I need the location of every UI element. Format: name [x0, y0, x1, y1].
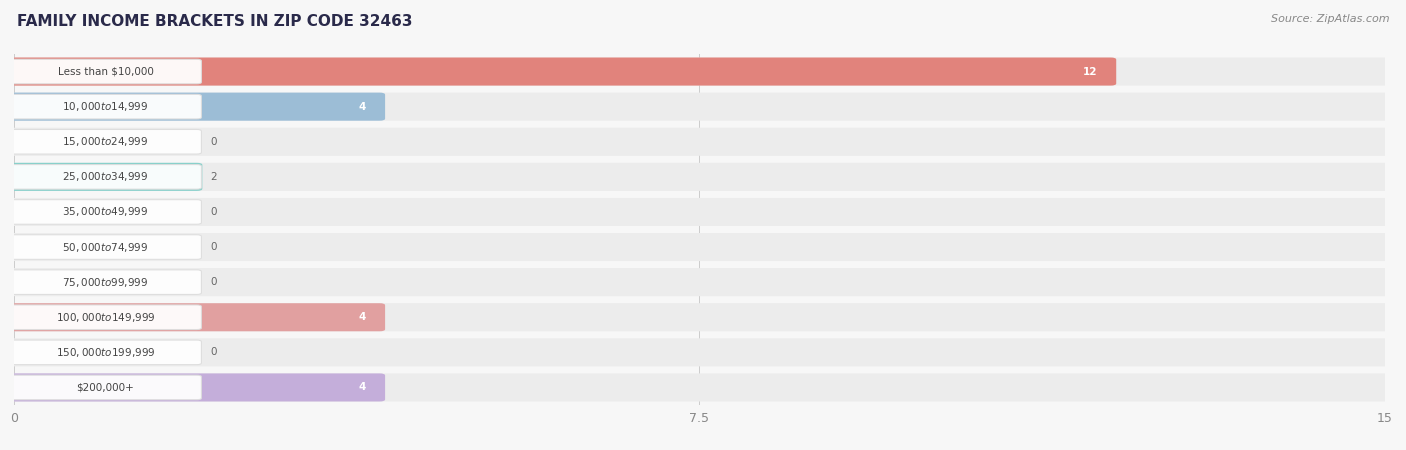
FancyBboxPatch shape — [10, 235, 201, 259]
FancyBboxPatch shape — [8, 303, 1391, 331]
Text: FAMILY INCOME BRACKETS IN ZIP CODE 32463: FAMILY INCOME BRACKETS IN ZIP CODE 32463 — [17, 14, 412, 28]
FancyBboxPatch shape — [8, 198, 1391, 226]
FancyBboxPatch shape — [14, 234, 1385, 260]
Text: $15,000 to $24,999: $15,000 to $24,999 — [62, 135, 149, 148]
FancyBboxPatch shape — [10, 340, 201, 364]
Text: $50,000 to $74,999: $50,000 to $74,999 — [62, 241, 149, 253]
Text: $150,000 to $199,999: $150,000 to $199,999 — [56, 346, 155, 359]
FancyBboxPatch shape — [10, 200, 201, 224]
Text: 2: 2 — [211, 172, 217, 182]
FancyBboxPatch shape — [10, 305, 201, 329]
Text: Source: ZipAtlas.com: Source: ZipAtlas.com — [1271, 14, 1389, 23]
Text: $10,000 to $14,999: $10,000 to $14,999 — [62, 100, 149, 113]
FancyBboxPatch shape — [8, 93, 385, 121]
FancyBboxPatch shape — [14, 304, 1385, 330]
FancyBboxPatch shape — [8, 58, 1391, 86]
FancyBboxPatch shape — [8, 163, 1391, 191]
FancyBboxPatch shape — [8, 163, 202, 191]
FancyBboxPatch shape — [14, 339, 1385, 365]
Text: $75,000 to $99,999: $75,000 to $99,999 — [62, 276, 149, 288]
FancyBboxPatch shape — [14, 199, 1385, 225]
FancyBboxPatch shape — [8, 93, 1391, 121]
Text: 0: 0 — [211, 347, 217, 357]
Text: 0: 0 — [211, 277, 217, 287]
Text: $200,000+: $200,000+ — [76, 382, 135, 392]
FancyBboxPatch shape — [8, 58, 1116, 86]
Text: Less than $10,000: Less than $10,000 — [58, 67, 153, 76]
Text: $35,000 to $49,999: $35,000 to $49,999 — [62, 206, 149, 218]
FancyBboxPatch shape — [8, 338, 1391, 366]
Text: 4: 4 — [359, 312, 366, 322]
FancyBboxPatch shape — [10, 59, 201, 84]
FancyBboxPatch shape — [10, 270, 201, 294]
FancyBboxPatch shape — [8, 233, 1391, 261]
FancyBboxPatch shape — [8, 268, 1391, 296]
FancyBboxPatch shape — [10, 165, 201, 189]
Text: 4: 4 — [359, 102, 366, 112]
FancyBboxPatch shape — [14, 269, 1385, 295]
Text: 0: 0 — [211, 242, 217, 252]
Text: 4: 4 — [359, 382, 366, 392]
FancyBboxPatch shape — [10, 130, 201, 154]
Text: 12: 12 — [1083, 67, 1097, 76]
FancyBboxPatch shape — [10, 94, 201, 119]
FancyBboxPatch shape — [14, 58, 1385, 85]
FancyBboxPatch shape — [8, 374, 385, 401]
FancyBboxPatch shape — [14, 94, 1385, 120]
FancyBboxPatch shape — [14, 164, 1385, 190]
FancyBboxPatch shape — [14, 129, 1385, 155]
FancyBboxPatch shape — [14, 374, 1385, 400]
Text: $25,000 to $34,999: $25,000 to $34,999 — [62, 171, 149, 183]
FancyBboxPatch shape — [8, 303, 385, 331]
Text: $100,000 to $149,999: $100,000 to $149,999 — [56, 311, 155, 324]
FancyBboxPatch shape — [10, 375, 201, 400]
Text: 0: 0 — [211, 207, 217, 217]
FancyBboxPatch shape — [8, 374, 1391, 401]
Text: 0: 0 — [211, 137, 217, 147]
FancyBboxPatch shape — [8, 128, 1391, 156]
